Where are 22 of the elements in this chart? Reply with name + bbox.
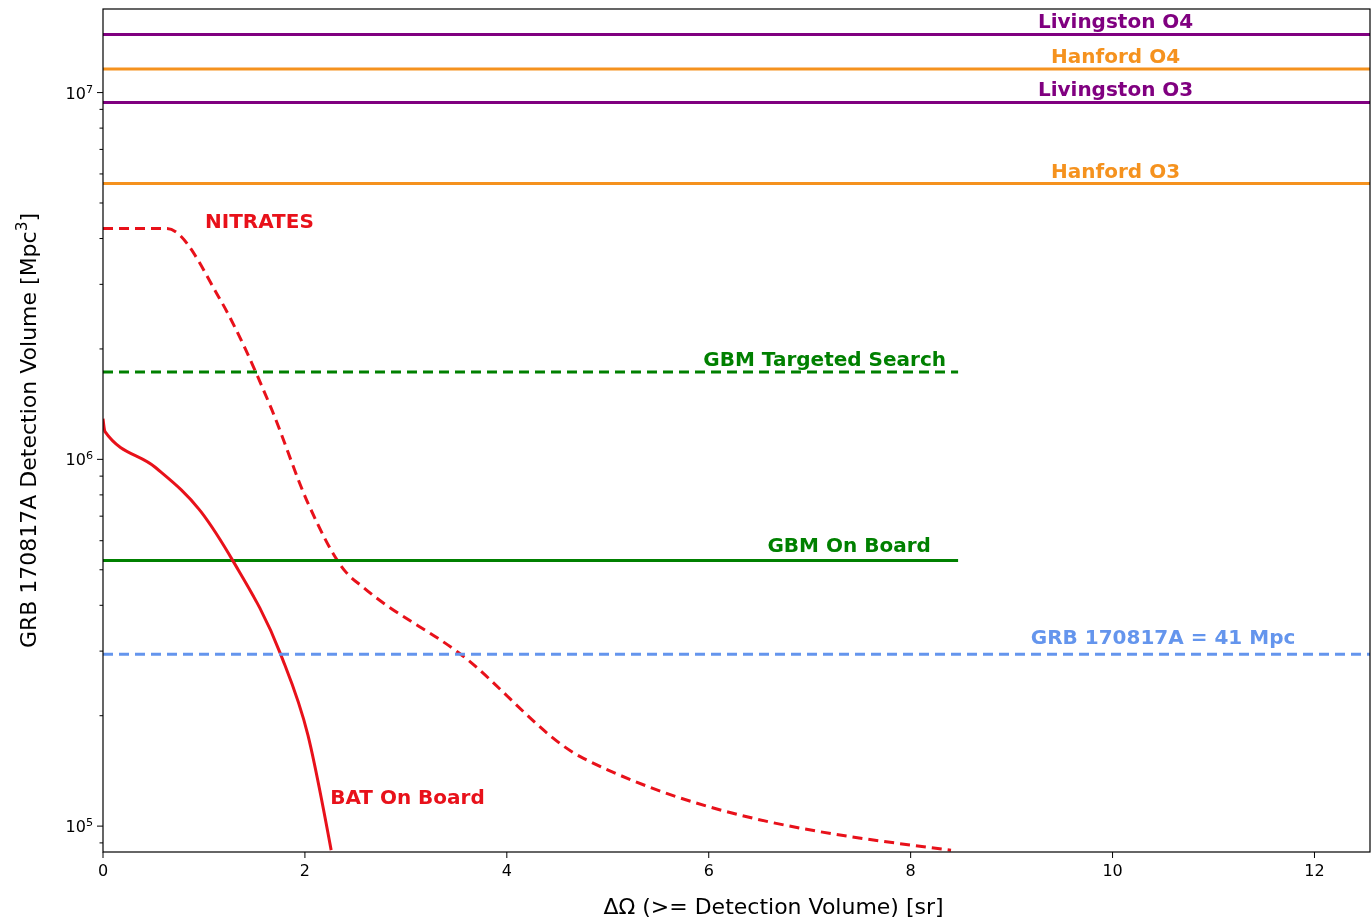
series-label: NITRATES xyxy=(204,209,314,233)
x-tick-label: 4 xyxy=(501,861,512,880)
x-tick-label: 2 xyxy=(299,861,311,880)
y-tick-label: 10$^{5}$ xyxy=(65,815,93,837)
y-tick-label: 10$^{7}$ xyxy=(65,82,93,103)
series-label: GBM On Board xyxy=(767,533,931,558)
series-label: GRB 170817A = 41 Mpc xyxy=(1030,625,1296,650)
series-label: GBM Targeted Search xyxy=(703,347,946,372)
x-tick-label: 8 xyxy=(905,861,916,880)
line-series xyxy=(103,417,333,852)
x-tick-label: 0 xyxy=(97,861,109,880)
series-label: BAT On Board xyxy=(330,785,485,809)
series-label: Livingston O3 xyxy=(1037,77,1194,102)
x-tick-label: 10 xyxy=(1102,861,1123,880)
series-label: Hanford O4 xyxy=(1051,43,1181,68)
series-label: Livingston O4 xyxy=(1037,9,1194,34)
line-series xyxy=(103,227,953,852)
x-tick-label: 12 xyxy=(1304,861,1325,880)
x-tick-label: 6 xyxy=(703,861,714,880)
y-tick-label: 10$^{6}$ xyxy=(65,448,93,470)
series-label: Hanford O3 xyxy=(1051,158,1181,183)
x-axis-title: ΔΩ (>= Detection Volume) [sr] xyxy=(603,894,944,919)
